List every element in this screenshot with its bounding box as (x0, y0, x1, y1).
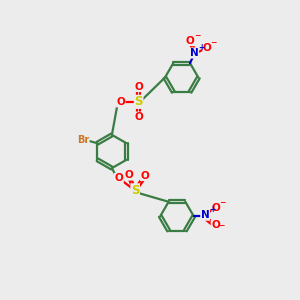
Text: S: S (134, 95, 143, 108)
Text: O: O (186, 35, 195, 46)
Text: −: − (211, 38, 217, 47)
Text: O: O (140, 170, 149, 181)
Text: O: O (134, 82, 143, 92)
Text: −: − (194, 31, 200, 40)
Text: O: O (203, 43, 212, 53)
Text: Br: Br (77, 135, 89, 145)
Text: O: O (125, 170, 134, 180)
Text: O: O (115, 173, 123, 183)
Text: +: + (209, 205, 216, 214)
Text: N: N (201, 210, 209, 220)
Text: −: − (219, 221, 225, 230)
Text: O: O (116, 97, 125, 107)
Text: O: O (134, 112, 143, 122)
Text: O: O (212, 203, 221, 213)
Text: N: N (190, 48, 199, 58)
Text: O: O (211, 220, 220, 230)
Text: −: − (219, 198, 226, 207)
Text: +: + (199, 43, 205, 52)
Text: S: S (131, 184, 140, 197)
